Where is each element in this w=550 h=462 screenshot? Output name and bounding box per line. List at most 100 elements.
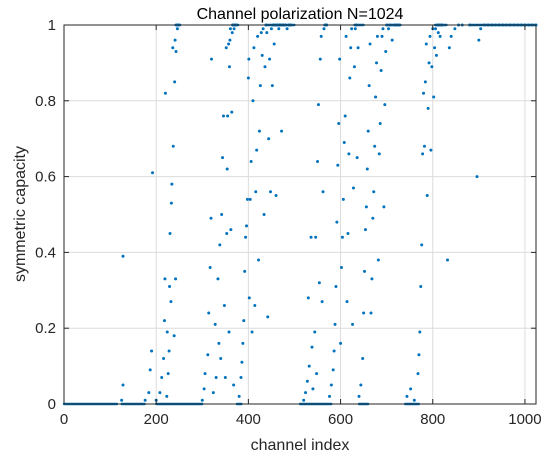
data-point	[251, 99, 255, 103]
data-point	[208, 266, 212, 270]
data-point	[314, 235, 318, 239]
data-point	[453, 27, 457, 31]
data-point	[285, 27, 289, 31]
data-point	[265, 31, 269, 35]
data-point	[169, 300, 173, 304]
data-point	[269, 190, 272, 194]
data-point	[227, 330, 231, 334]
data-point	[329, 383, 333, 387]
data-point	[237, 394, 241, 398]
data-point	[423, 80, 427, 84]
data-point	[409, 387, 413, 391]
data-point	[166, 372, 170, 376]
data-point	[174, 50, 178, 54]
y-axis-label: symmetric capacity	[12, 146, 29, 282]
data-point	[436, 31, 440, 35]
data-point	[257, 258, 261, 262]
data-point	[245, 224, 249, 228]
data-point	[318, 57, 322, 61]
data-point	[246, 76, 250, 80]
data-point	[447, 46, 451, 50]
data-point	[417, 353, 421, 357]
data-point	[168, 231, 172, 235]
data-point	[224, 46, 228, 50]
data-point	[207, 311, 211, 315]
data-point	[380, 34, 384, 38]
data-point	[173, 38, 177, 42]
data-point	[148, 368, 152, 372]
data-point	[377, 152, 381, 156]
data-point	[364, 205, 368, 209]
data-point	[350, 27, 354, 31]
x-tick-label: 600	[328, 411, 353, 428]
data-point	[344, 34, 348, 38]
data-point	[331, 368, 335, 372]
data-point	[479, 27, 483, 31]
data-point	[425, 194, 429, 198]
data-point	[243, 269, 247, 273]
data-point	[250, 330, 254, 334]
data-point	[167, 349, 171, 353]
data-point	[259, 31, 263, 35]
y-tick-label: 0.8	[35, 93, 56, 110]
data-point	[218, 243, 222, 247]
data-point	[120, 398, 124, 402]
data-point	[257, 129, 261, 133]
data-point	[412, 398, 416, 402]
data-point	[374, 95, 378, 99]
data-point	[316, 103, 320, 107]
data-point	[219, 357, 223, 361]
data-point	[382, 205, 386, 209]
chart-title: Channel polarization N=1024	[197, 6, 404, 23]
data-point	[220, 213, 224, 216]
data-point	[302, 398, 306, 402]
data-point	[333, 322, 337, 326]
data-point	[339, 341, 343, 345]
data-point	[351, 322, 355, 326]
data-point	[147, 391, 151, 395]
data-point	[372, 190, 376, 194]
data-point	[307, 364, 311, 368]
data-point	[433, 46, 437, 50]
data-point	[383, 103, 387, 107]
data-point	[422, 91, 426, 95]
data-point	[249, 159, 253, 163]
data-point	[363, 228, 367, 232]
data-point	[256, 34, 260, 38]
data-point	[362, 311, 366, 315]
data-point	[309, 235, 313, 239]
data-point	[232, 27, 236, 31]
data-point	[419, 285, 423, 289]
data-point	[317, 281, 321, 285]
data-point	[226, 114, 230, 118]
data-point	[168, 285, 172, 289]
data-point	[434, 53, 438, 57]
data-point	[162, 319, 166, 323]
data-point	[349, 46, 353, 50]
y-tick-label: 0.2	[35, 320, 56, 337]
data-point	[427, 61, 431, 65]
data-point	[390, 38, 394, 42]
data-point	[321, 190, 325, 194]
data-point	[169, 201, 173, 205]
data-point	[247, 296, 251, 300]
data-point	[263, 65, 267, 69]
data-point	[216, 277, 220, 281]
data-point	[270, 84, 274, 88]
data-point	[239, 375, 243, 379]
data-point	[200, 398, 204, 402]
data-point	[229, 228, 233, 232]
data-point	[355, 156, 359, 160]
data-point	[240, 360, 244, 364]
data-point	[211, 391, 215, 395]
data-point	[334, 285, 338, 289]
x-tick-label: 400	[236, 411, 261, 428]
data-point	[261, 27, 265, 31]
data-point	[248, 197, 252, 201]
data-point	[223, 375, 227, 379]
data-point	[165, 330, 169, 334]
data-point	[254, 190, 258, 194]
data-point	[449, 34, 453, 38]
x-tick-label: 0	[60, 411, 68, 428]
data-point	[338, 57, 342, 61]
